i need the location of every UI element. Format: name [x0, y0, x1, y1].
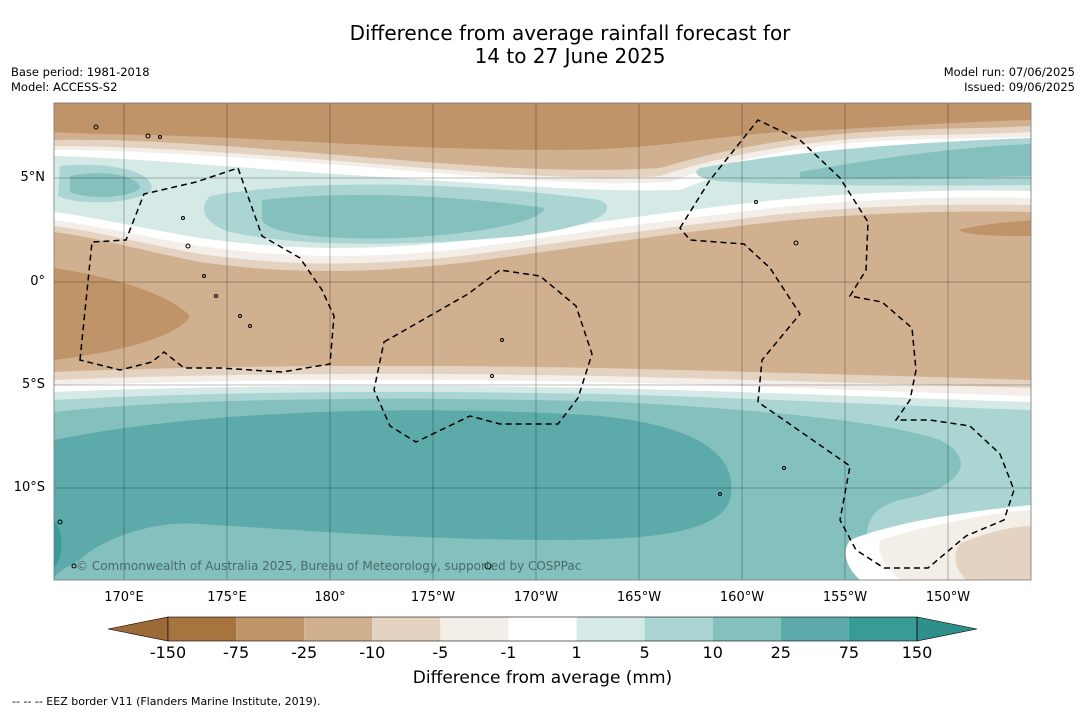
lat-label-5n: 5°N [20, 170, 46, 185]
colorbar-frame [167, 616, 918, 642]
map-title-line2: 14 to 27 June 2025 [474, 44, 666, 68]
issued-text: Issued: 09/06/2025 [964, 80, 1075, 94]
colorbar-tick-label: -10 [359, 643, 386, 662]
map-title-line1: Difference from average rainfall forecas… [349, 21, 791, 45]
lon-label-165w: 165°W [616, 590, 662, 605]
map-frame [53, 102, 1032, 581]
field-north-dry-75 [54, 103, 1031, 150]
eez-border-phoenix [373, 269, 593, 443]
field-south-wet-75 [54, 410, 732, 580]
colorbar-tick-label: -1 [500, 643, 517, 662]
colorbar-swatch [168, 617, 237, 641]
colorbar [107, 616, 978, 642]
lat-label-0: 0° [30, 274, 45, 289]
colorbar-tick-label: 150 [901, 643, 933, 662]
copyright-text: © Commonwealth of Australia 2025, Bureau… [76, 559, 581, 573]
colorbar-swatch [440, 617, 509, 641]
colorbar-extend-low [107, 616, 169, 642]
colorbar-swatch [304, 617, 373, 641]
lon-label-175w: 175°W [410, 590, 456, 605]
colorbar-swatch [372, 617, 441, 641]
colorbar-tick-label: 1 [571, 643, 582, 662]
lat-label-5s: 5°S [21, 377, 45, 392]
model-text: Model: ACCESS-S2 [11, 80, 118, 94]
colorbar-swatch [576, 617, 645, 641]
lon-label-150w: 150°W [925, 590, 971, 605]
colorbar-title: Difference from average (mm) [412, 668, 673, 688]
lat-label-10s: 10°S [13, 480, 45, 495]
colorbar-tick-label: 75 [838, 643, 860, 662]
colorbar-swatch [712, 617, 781, 641]
colorbar-swatch [508, 617, 577, 641]
lon-label-155w: 155°W [822, 590, 868, 605]
colorbar-tick-label: -5 [432, 643, 449, 662]
map-field: © Commonwealth of Australia 2025, Bureau… [54, 103, 1031, 580]
colorbar-tick-label: 5 [639, 643, 650, 662]
colorbar-swatch [236, 617, 305, 641]
colorbar-swatch [848, 617, 917, 641]
lon-label-180: 180° [314, 590, 346, 605]
colorbar-swatch [780, 617, 849, 641]
lon-label-170e: 170°E [104, 590, 144, 605]
base-period-text: Base period: 1981-2018 [11, 65, 150, 79]
field-se-dry-10 [955, 526, 1031, 580]
eez-border-kiribati-gilberts [79, 167, 335, 373]
eez-borders [79, 119, 1015, 569]
colorbar-swatch [644, 617, 713, 641]
field-north-wet-25 [70, 144, 1031, 239]
lon-label-160w: 160°W [719, 590, 765, 605]
colorbar-tick-label: 25 [770, 643, 791, 662]
lon-label-175e: 175°E [207, 590, 247, 605]
field-south-wet-150 [54, 520, 62, 568]
eez-legend-text: -- -- -- EEZ border V11 (Flanders Marine… [12, 695, 321, 708]
islands [57, 124, 799, 570]
meta-left: Base period: 1981-2018 Model: ACCESS-S2 [11, 65, 150, 95]
lon-label-170w: 170°W [513, 590, 559, 605]
model-run-text: Model run: 07/06/2025 [943, 65, 1075, 79]
meta-right: Model run: 07/06/2025 Issued: 09/06/2025 [944, 65, 1075, 95]
colorbar-tick-label: -75 [223, 643, 250, 662]
colorbar-tick-label: -150 [149, 643, 187, 662]
graticule [54, 103, 1031, 580]
eez-border-line-islands [679, 119, 1015, 569]
colorbar-extend-high [916, 616, 978, 642]
colorbar-tick-label: 10 [702, 643, 723, 662]
colorbar-tick-label: -25 [291, 643, 318, 662]
